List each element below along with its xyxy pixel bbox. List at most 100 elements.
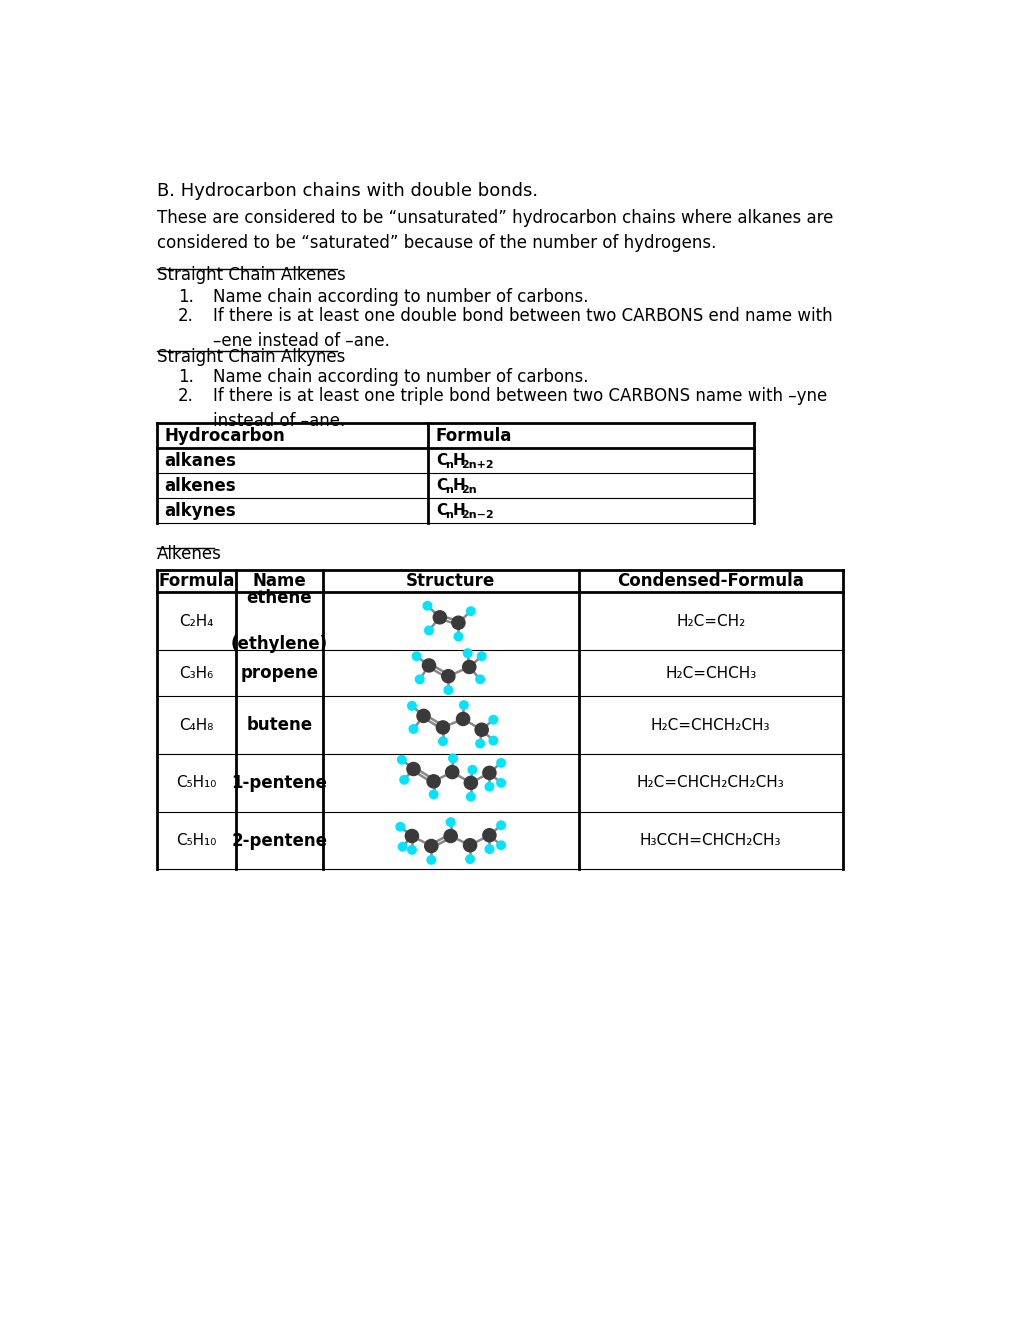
Circle shape — [463, 838, 476, 851]
Circle shape — [463, 660, 476, 673]
Text: 2n+2: 2n+2 — [461, 461, 493, 470]
Circle shape — [482, 829, 495, 842]
Text: Straight Chain Alkynes: Straight Chain Alkynes — [157, 348, 345, 366]
Circle shape — [427, 775, 440, 788]
Circle shape — [496, 841, 504, 850]
Text: alkanes: alkanes — [164, 451, 236, 470]
Circle shape — [433, 611, 446, 624]
Text: H: H — [452, 478, 465, 494]
Circle shape — [496, 759, 504, 767]
Text: H₃CCH=CHCH₂CH₃: H₃CCH=CHCH₂CH₃ — [639, 833, 781, 849]
Circle shape — [423, 602, 431, 610]
Text: C₄H₈: C₄H₈ — [179, 718, 213, 733]
Text: Hydrocarbon: Hydrocarbon — [164, 426, 285, 445]
Text: ethene

(ethylene): ethene (ethylene) — [230, 589, 328, 653]
Circle shape — [424, 626, 433, 635]
Text: Name: Name — [253, 572, 306, 590]
Text: C₅H₁₀: C₅H₁₀ — [176, 833, 216, 849]
Text: H₂C=CHCH₂CH₃: H₂C=CHCH₂CH₃ — [650, 718, 769, 733]
Text: C₃H₆: C₃H₆ — [179, 665, 213, 681]
Circle shape — [438, 737, 446, 746]
Circle shape — [464, 776, 477, 789]
Circle shape — [405, 829, 418, 842]
Text: These are considered to be “unsaturated” hydrocarbon chains where alkanes are
co: These are considered to be “unsaturated”… — [157, 210, 833, 252]
Circle shape — [463, 649, 472, 657]
Text: 2.: 2. — [177, 387, 194, 405]
Text: Formula: Formula — [158, 572, 234, 590]
Circle shape — [436, 721, 449, 734]
Circle shape — [485, 783, 493, 791]
Circle shape — [407, 763, 420, 776]
Circle shape — [457, 713, 469, 726]
Text: Structure: Structure — [406, 572, 495, 590]
Text: H₂C=CHCH₃: H₂C=CHCH₃ — [664, 665, 755, 681]
Circle shape — [451, 616, 465, 630]
Text: alkynes: alkynes — [164, 502, 236, 520]
Text: H: H — [452, 453, 465, 469]
Circle shape — [496, 821, 504, 829]
Circle shape — [475, 723, 488, 737]
Text: H₂C=CH₂: H₂C=CH₂ — [676, 614, 745, 628]
Text: Formula: Formula — [435, 426, 512, 445]
Text: Condensed-Formula: Condensed-Formula — [616, 572, 803, 590]
Text: 1.: 1. — [177, 288, 194, 306]
Text: Straight Chain Alkenes: Straight Chain Alkenes — [157, 267, 345, 284]
Circle shape — [441, 669, 454, 682]
Circle shape — [398, 842, 407, 851]
Text: C₂H₄: C₂H₄ — [179, 614, 213, 628]
Circle shape — [476, 739, 484, 748]
Text: Name chain according to number of carbons.: Name chain according to number of carbon… — [213, 288, 588, 306]
Circle shape — [466, 855, 474, 863]
Circle shape — [496, 779, 504, 787]
Circle shape — [443, 686, 452, 694]
Circle shape — [468, 766, 476, 774]
Circle shape — [488, 737, 497, 744]
Text: n: n — [444, 484, 452, 495]
Circle shape — [476, 675, 484, 684]
Circle shape — [485, 845, 493, 853]
Circle shape — [466, 792, 475, 801]
Text: 2n−2: 2n−2 — [461, 510, 493, 520]
Circle shape — [466, 607, 475, 615]
Circle shape — [482, 767, 495, 779]
Circle shape — [453, 632, 463, 640]
Circle shape — [488, 715, 497, 723]
Circle shape — [415, 675, 424, 684]
Circle shape — [417, 709, 430, 722]
Text: 2.: 2. — [177, 308, 194, 325]
Text: If there is at least one triple bond between two CARBONS name with –yne
instead : If there is at least one triple bond bet… — [213, 387, 826, 430]
Text: H₂C=CHCH₂CH₂CH₃: H₂C=CHCH₂CH₂CH₃ — [636, 775, 784, 791]
Text: butene: butene — [247, 717, 312, 734]
Text: 2n: 2n — [461, 484, 476, 495]
Text: C: C — [435, 503, 446, 519]
Circle shape — [443, 829, 457, 842]
Text: 1-pentene: 1-pentene — [231, 774, 327, 792]
Circle shape — [422, 659, 435, 672]
Text: H: H — [452, 503, 465, 519]
Text: n: n — [444, 461, 452, 470]
Text: 1.: 1. — [177, 368, 194, 385]
Circle shape — [408, 846, 416, 854]
Text: alkenes: alkenes — [164, 477, 236, 495]
Text: Alkenes: Alkenes — [157, 545, 221, 562]
Circle shape — [395, 822, 405, 832]
Text: If there is at least one double bond between two CARBONS end name with
–ene inst: If there is at least one double bond bet… — [213, 308, 832, 350]
Text: 2-pentene: 2-pentene — [231, 832, 327, 850]
Circle shape — [412, 652, 421, 660]
Circle shape — [424, 840, 437, 853]
Text: Name chain according to number of carbons.: Name chain according to number of carbon… — [213, 368, 588, 385]
Circle shape — [446, 818, 454, 826]
Circle shape — [409, 725, 418, 733]
Circle shape — [460, 701, 468, 709]
Circle shape — [427, 855, 435, 865]
Circle shape — [445, 766, 459, 779]
Circle shape — [429, 791, 437, 799]
Text: C₅H₁₀: C₅H₁₀ — [176, 775, 216, 791]
Text: C: C — [435, 478, 446, 494]
Circle shape — [477, 652, 485, 660]
Circle shape — [397, 755, 406, 764]
Text: B. Hydrocarbon chains with double bonds.: B. Hydrocarbon chains with double bonds. — [157, 182, 538, 199]
Text: n: n — [444, 510, 452, 520]
Text: propene: propene — [240, 664, 318, 682]
Text: C: C — [435, 453, 446, 469]
